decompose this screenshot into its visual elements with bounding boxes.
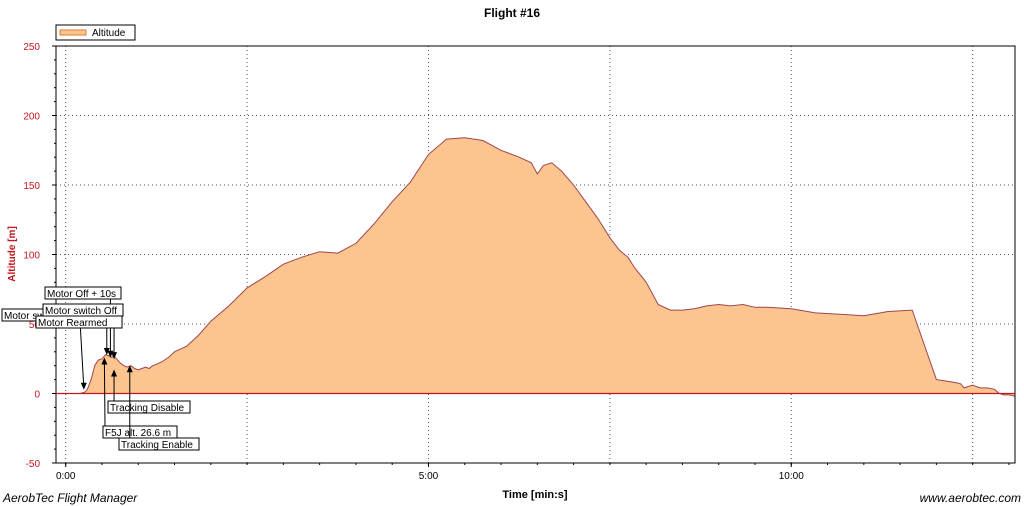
- y-tick-label: 100: [23, 251, 40, 262]
- annotation: Motor Off + 10s: [44, 286, 122, 358]
- annotation-arrow-line: [79, 320, 85, 388]
- y-axis-label: Altitude [m]: [7, 226, 18, 282]
- legend-swatch: [59, 29, 87, 36]
- annotation-label: Tracking Disable: [110, 403, 185, 414]
- annotation: Tracking Disable: [107, 369, 191, 414]
- annotation-arrow-head: [111, 352, 118, 360]
- annotation-arrow-head: [111, 369, 118, 377]
- annotation-arrow-head: [126, 365, 133, 373]
- x-tick-label: 0:00: [56, 471, 76, 482]
- chart-title: Flight #16: [484, 6, 540, 20]
- annotation: F5J alt. 26.6 m: [101, 357, 178, 439]
- annotation-arrow-head: [103, 347, 110, 355]
- annotation-arrow-line: [103, 359, 106, 427]
- y-tick-label: 150: [23, 181, 40, 192]
- annotation: Motor Rearmed: [35, 315, 123, 360]
- annotation-label: F5J alt. 26.6 m: [105, 428, 171, 439]
- y-tick-label: 0: [34, 390, 40, 401]
- y-tick-label: -50: [26, 459, 41, 470]
- altitude-line: [65, 137, 1016, 397]
- y-tick-label: 50: [29, 320, 41, 331]
- legend-box: [55, 24, 136, 41]
- legend[interactable]: Altitude: [55, 24, 136, 41]
- annotation-box: [107, 400, 191, 414]
- x-tick-label: 5:00: [419, 471, 439, 482]
- annotation: Tracking Enable: [118, 365, 200, 451]
- annotation-box: [118, 437, 200, 451]
- footer-app-name: AerobTec Flight Manager: [2, 491, 138, 505]
- annotation-box: [35, 315, 123, 329]
- annotation-arrow-head: [80, 382, 87, 390]
- altitude-area: [65, 137, 1015, 397]
- annotation-box: [44, 286, 122, 300]
- annotation-label: Motor switch Off: [45, 306, 117, 317]
- annotation-label: Motor Off + 10s: [47, 289, 116, 300]
- legend-label-altitude: Altitude: [92, 28, 126, 39]
- annotation-arrow-head: [101, 357, 108, 365]
- y-tick-label: 250: [23, 42, 40, 53]
- x-axis-label: Time [min:s]: [502, 489, 568, 501]
- x-tick-label: 10:00: [779, 471, 804, 482]
- annotation-label: Tracking Enable: [121, 440, 193, 451]
- altitude-series: [65, 137, 1016, 397]
- annotation-label: Motor Rearmed: [38, 318, 107, 329]
- footer-website: www.aerobtec.com: [920, 491, 1021, 505]
- x-axis-ticks: 0:00 5:00 10:00: [56, 463, 1010, 482]
- y-tick-label: 200: [23, 112, 40, 123]
